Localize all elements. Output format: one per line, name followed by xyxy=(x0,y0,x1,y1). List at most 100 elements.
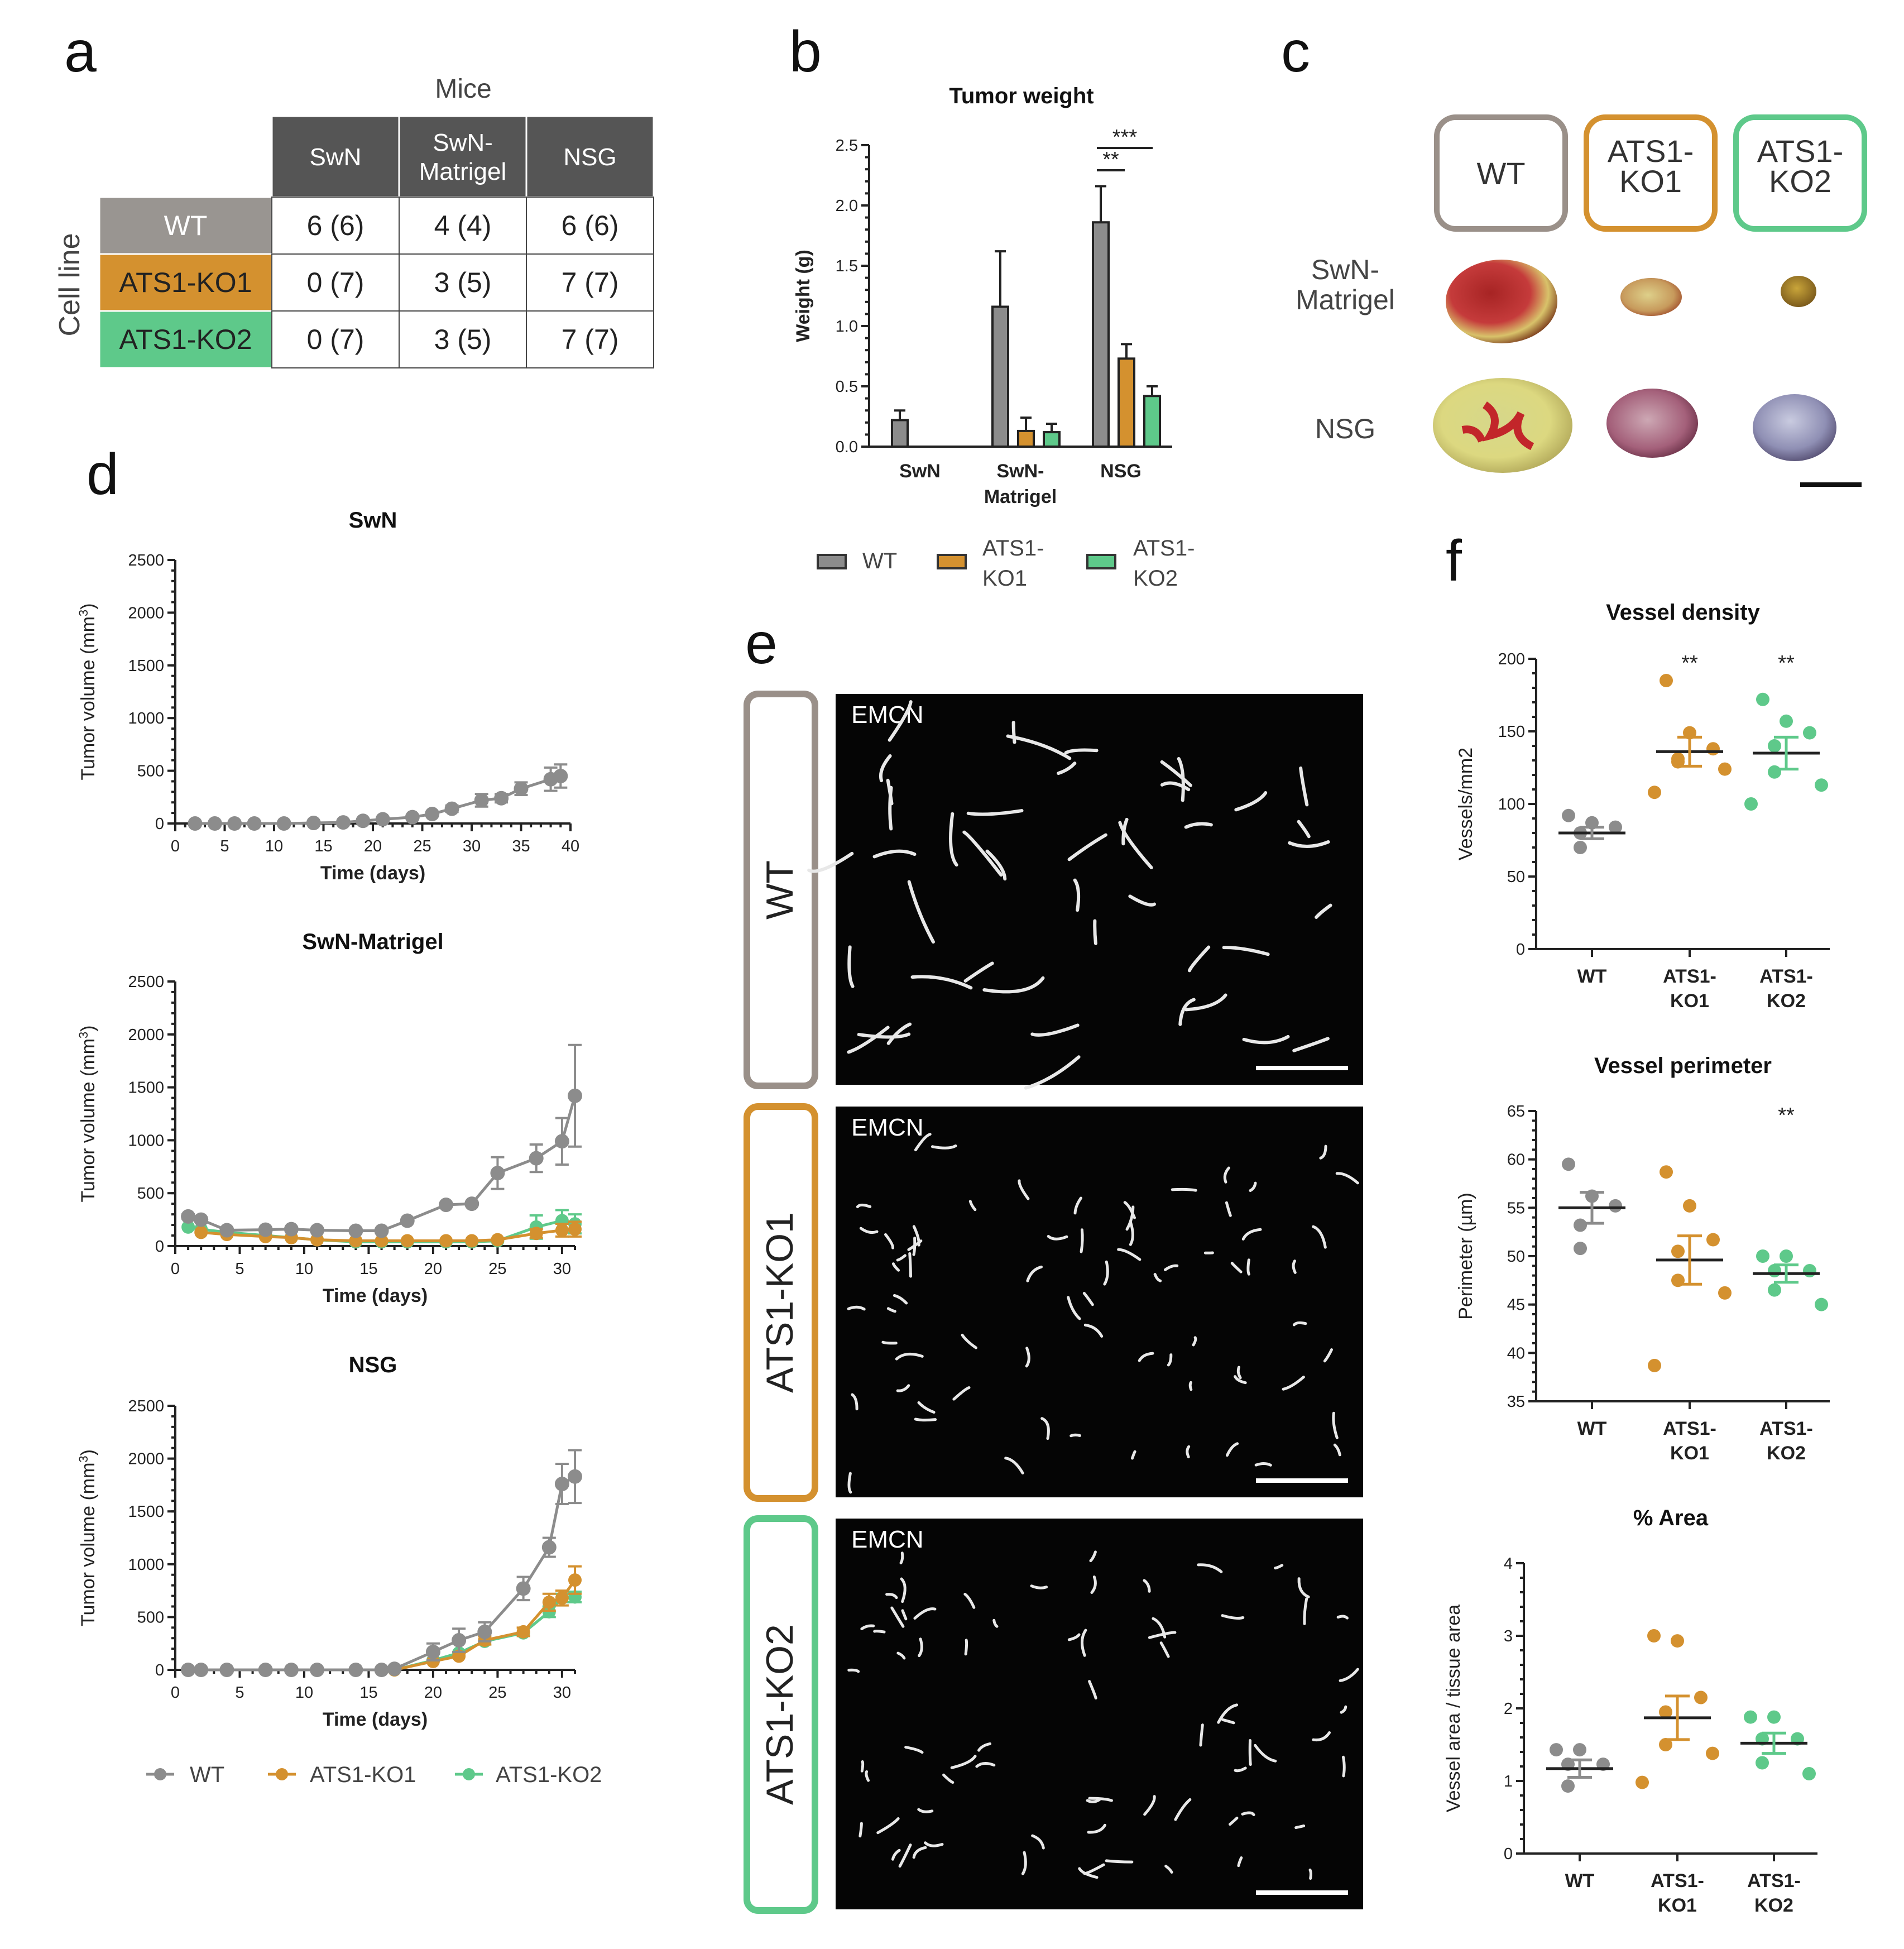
box-ko1 xyxy=(1584,114,1718,232)
vessel-mark xyxy=(963,961,994,983)
table-cell-value: 0 (7) xyxy=(307,324,365,355)
sig-label: *** xyxy=(1112,126,1138,149)
data-point xyxy=(477,1624,492,1639)
micrograph xyxy=(836,1519,1363,1909)
vessel-mark xyxy=(1249,1181,1257,1192)
table-cell-value: 7 (7) xyxy=(562,267,619,298)
vessel-mark xyxy=(1288,840,1330,848)
data-point xyxy=(1756,692,1769,706)
data-point xyxy=(284,1663,299,1677)
vessel-mark xyxy=(1083,1323,1104,1338)
vessel-mark xyxy=(1333,1443,1341,1457)
data-point xyxy=(310,1663,325,1677)
vessel-mark xyxy=(886,1022,912,1045)
legend-ko2-label-d: ATS1-KO2 xyxy=(496,1763,602,1787)
vessel-mark xyxy=(1299,766,1309,807)
vessel-mark xyxy=(1082,1292,1094,1306)
data-point xyxy=(349,1234,363,1248)
data-point xyxy=(1756,1249,1769,1263)
vessel-mark xyxy=(1335,1172,1359,1185)
data-point xyxy=(1561,1779,1575,1793)
table-row-label: ATS1-KO1 xyxy=(119,267,252,298)
y-tick-label: 3 xyxy=(1504,1627,1513,1645)
data-point xyxy=(1767,1710,1781,1724)
table-row-label: WT xyxy=(164,210,208,241)
y-tick-label: 50 xyxy=(1507,1248,1525,1266)
data-point xyxy=(542,1595,556,1609)
data-point xyxy=(553,769,568,784)
data-point xyxy=(375,1234,389,1248)
data-point xyxy=(464,1196,479,1211)
vessel-mark xyxy=(807,851,854,873)
data-point xyxy=(181,1220,195,1234)
vessel-mark xyxy=(865,1770,870,1782)
vessel-mark xyxy=(1123,1201,1136,1219)
data-point xyxy=(227,816,242,831)
vessel-mark xyxy=(901,1609,908,1621)
vessel-mark xyxy=(1254,1744,1277,1763)
sig-label: ** xyxy=(1778,652,1795,675)
vessel-mark xyxy=(900,1577,907,1603)
vessel-mark xyxy=(1163,1264,1179,1271)
data-point xyxy=(335,815,351,830)
vessel-mark xyxy=(1025,1347,1030,1368)
data-point xyxy=(490,1166,505,1181)
vessel-mark xyxy=(1297,1577,1310,1598)
vessel-mark xyxy=(950,1755,977,1769)
bar-wt xyxy=(991,305,1009,448)
vessel-mark xyxy=(1160,781,1191,792)
y-tick-label: 1.5 xyxy=(836,257,858,275)
data-point xyxy=(568,1469,582,1484)
vessel-mark xyxy=(879,754,892,783)
vessel-mark xyxy=(1026,1265,1043,1282)
data-point xyxy=(284,1222,299,1237)
vessel-mark xyxy=(1229,1816,1239,1826)
data-point xyxy=(258,1663,273,1677)
y-tick-label: 1500 xyxy=(128,657,164,675)
tumor-ko1-swn-matrigel xyxy=(1620,278,1682,316)
vessel-mark xyxy=(1236,1366,1242,1380)
vessel-mark xyxy=(1340,1705,1347,1714)
y-axis-label: Tumor volume (mm3) xyxy=(76,1025,99,1202)
vessel-mark xyxy=(876,1817,900,1835)
data-point xyxy=(1671,1244,1685,1258)
data-point xyxy=(439,1198,454,1213)
vessel-mark xyxy=(891,1262,900,1272)
vessel-mark xyxy=(1118,821,1153,870)
data-point xyxy=(465,1234,479,1248)
table-cell-value: 0 (7) xyxy=(307,267,365,298)
stain-label: EMCN xyxy=(851,701,924,729)
vessel-mark xyxy=(1292,1037,1330,1052)
chart-title: Tumor weight xyxy=(949,84,1094,108)
box-wt-label: WT xyxy=(1476,156,1525,191)
sig-label: ** xyxy=(1681,652,1698,675)
data-point xyxy=(568,1222,582,1236)
data-point xyxy=(1706,1233,1720,1247)
y-tick-label: 0 xyxy=(1516,941,1525,959)
vessel-mark xyxy=(1031,1834,1045,1850)
micrograph xyxy=(836,1107,1363,1497)
vessel-mark xyxy=(942,1773,955,1784)
vessel-mark xyxy=(962,830,1003,877)
tumor-photo-panel: WT ATS1-KO1 ATS1-KO2 SwN-Matrigel NSG xyxy=(1296,114,1867,487)
data-point xyxy=(494,791,509,806)
data-point xyxy=(568,1088,582,1103)
legend-wt-marker xyxy=(154,1768,166,1780)
data-point xyxy=(194,1212,209,1227)
vessel-mark xyxy=(1174,1798,1192,1821)
vessel-mark xyxy=(1332,1411,1339,1439)
data-point xyxy=(425,1644,440,1659)
vessel-mark xyxy=(1221,1718,1235,1725)
x-tick-label: 10 xyxy=(295,1260,313,1278)
vessel-mark xyxy=(1178,998,1196,1026)
data-point xyxy=(444,801,459,816)
panel-label-c: c xyxy=(1281,20,1310,84)
vessel-mark xyxy=(931,1144,957,1150)
vessel-mark xyxy=(1342,1755,1346,1778)
y-tick-label: 45 xyxy=(1507,1296,1525,1314)
vessel-mark xyxy=(893,1294,908,1305)
y-tick-label: 500 xyxy=(137,763,164,780)
vessel-mark xyxy=(1241,1228,1262,1241)
vessel-mark xyxy=(899,1551,904,1565)
vessel-mark xyxy=(913,1607,937,1620)
